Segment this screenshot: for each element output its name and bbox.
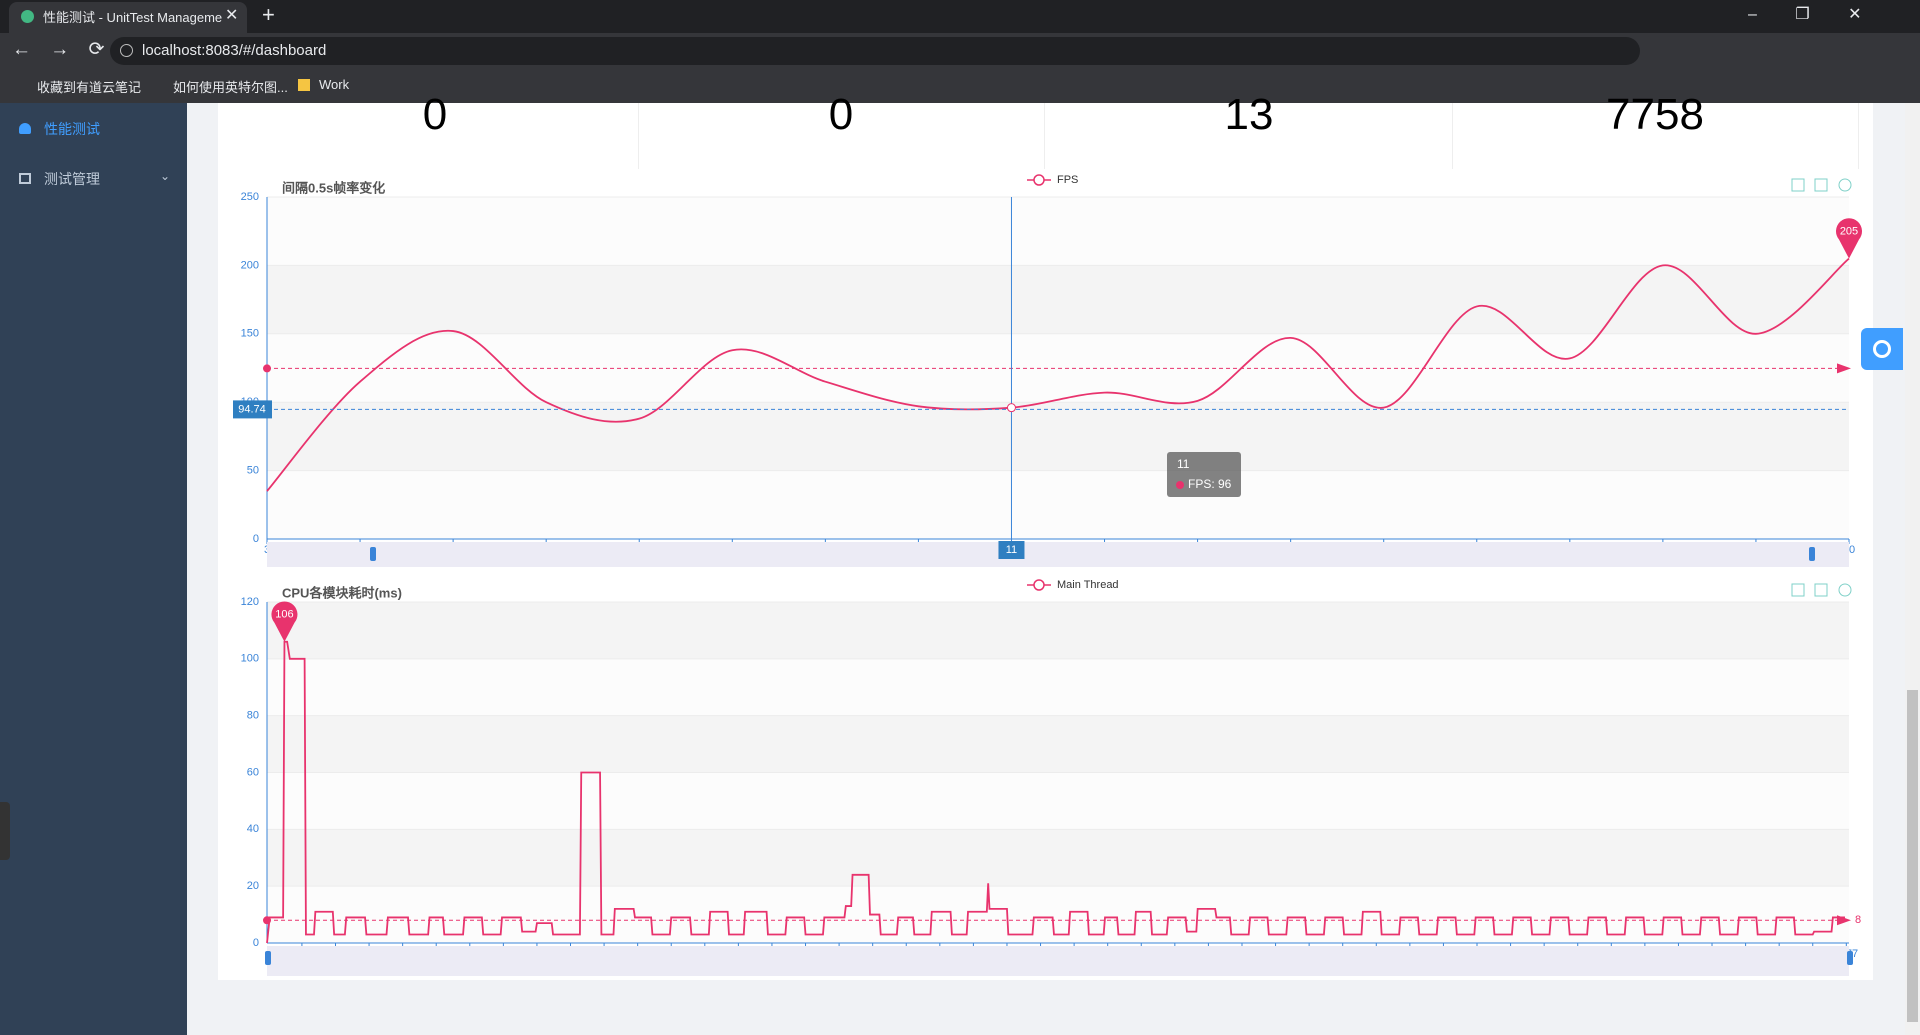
gear-icon bbox=[1873, 340, 1891, 358]
series-line bbox=[266, 257, 1850, 492]
zoom-slider bbox=[267, 946, 1849, 976]
stat-value: 7758 bbox=[1606, 90, 1704, 139]
toolbox-icon bbox=[1814, 583, 1828, 597]
split-area bbox=[267, 402, 1849, 471]
split-area bbox=[267, 886, 1849, 943]
y-tick-label: 20 bbox=[247, 880, 259, 892]
tab-close[interactable]: ✕ bbox=[225, 7, 239, 24]
zoom-handle bbox=[1847, 951, 1853, 965]
nav-buttons[interactable]: ← → ⟳ bbox=[12, 39, 105, 60]
y-tick-label: 200 bbox=[241, 259, 259, 271]
menu-item[interactable]: 测试管理 bbox=[44, 171, 100, 187]
split-area bbox=[267, 265, 1849, 334]
split-area bbox=[267, 197, 1849, 266]
chart-title: CPU各模块耗时(ms) bbox=[282, 585, 402, 600]
menu-icon bbox=[19, 173, 31, 184]
toolbox-icon bbox=[1814, 178, 1828, 192]
split-area bbox=[267, 470, 1849, 539]
submenu-arrow: ⌄ bbox=[160, 169, 171, 183]
toolbox-icon bbox=[1791, 178, 1805, 192]
y-tick-label: 0 bbox=[253, 937, 259, 949]
chart-title: 间隔0.5s帧率变化 bbox=[282, 180, 385, 195]
divider bbox=[1858, 103, 1859, 169]
axis-pointer-label: 94.74 bbox=[238, 403, 266, 415]
split-area bbox=[267, 772, 1849, 830]
average-start bbox=[263, 364, 271, 373]
menu-item[interactable]: 性能测试 bbox=[44, 121, 100, 137]
divider bbox=[1044, 103, 1045, 169]
tooltip-label: FPS: 96 bbox=[1188, 477, 1232, 491]
side-widget bbox=[0, 802, 10, 860]
bookmarks-bar: 收藏到有道云笔记 如何使用英特尔图... Work bbox=[0, 68, 1920, 103]
browser-tab[interactable]: 性能测试 - UnitTest Manageme bbox=[9, 2, 247, 33]
divider bbox=[1452, 103, 1453, 169]
series-line bbox=[266, 640, 1845, 944]
new-tab[interactable]: + bbox=[262, 2, 275, 27]
toolbox-icon bbox=[1838, 178, 1852, 192]
url-field[interactable]: localhost:8083/#/dashboard bbox=[110, 37, 1640, 65]
legend-label: Main Thread bbox=[1057, 579, 1119, 591]
max-pin bbox=[1835, 218, 1863, 259]
y-tick-label: 120 bbox=[241, 596, 259, 608]
y-tick-label: 60 bbox=[247, 766, 259, 778]
axis-pointer-label-bg bbox=[233, 400, 272, 419]
toolbox-icon bbox=[1838, 583, 1852, 597]
y-tick-label: 80 bbox=[247, 710, 259, 722]
settings-button[interactable] bbox=[1861, 328, 1903, 370]
legend-marker bbox=[1033, 579, 1045, 591]
divider bbox=[638, 103, 639, 169]
folder-icon bbox=[298, 79, 310, 91]
y-tick-label: 250 bbox=[241, 191, 259, 203]
split-area bbox=[267, 715, 1849, 773]
stat-value: 0 bbox=[828, 90, 854, 139]
y-tick-label: 40 bbox=[247, 823, 259, 835]
bookmark[interactable]: Work bbox=[319, 77, 350, 92]
average-label: 8 bbox=[1855, 914, 1861, 926]
y-tick-label: 50 bbox=[247, 465, 259, 477]
split-area bbox=[267, 829, 1849, 887]
max-pin-label: 205 bbox=[1840, 225, 1858, 237]
site-info-icon[interactable] bbox=[120, 44, 133, 57]
max-pin bbox=[271, 601, 298, 642]
hover-point bbox=[1006, 403, 1016, 413]
zoom-handle bbox=[265, 951, 271, 965]
legend-marker bbox=[1033, 174, 1045, 186]
toolbox-icon bbox=[1791, 583, 1805, 597]
y-tick-label: 100 bbox=[241, 653, 259, 665]
axis-pointer-label-bg bbox=[998, 541, 1025, 559]
zoom-handle bbox=[370, 547, 376, 561]
legend-label: FPS bbox=[1057, 174, 1078, 186]
sidebar: 性能测试 测试管理 ⌄ bbox=[0, 103, 187, 1035]
tooltip bbox=[1167, 452, 1241, 497]
average-arrow bbox=[1837, 363, 1851, 374]
y-tick-label: 150 bbox=[241, 328, 259, 340]
axis-pointer-label: 11 bbox=[1006, 544, 1017, 556]
tab-bar bbox=[0, 0, 1920, 33]
bookmark[interactable]: 如何使用英特尔图... bbox=[173, 80, 288, 95]
bookmark[interactable]: 收藏到有道云笔记 bbox=[37, 80, 142, 95]
tab-icon bbox=[21, 10, 34, 23]
menu-icon bbox=[19, 123, 31, 134]
tooltip-marker bbox=[1176, 481, 1184, 489]
split-area bbox=[267, 658, 1849, 716]
zoom-handle bbox=[1809, 547, 1815, 561]
scroll-thumb[interactable] bbox=[1907, 690, 1918, 1022]
tooltip-title: 11 bbox=[1177, 457, 1190, 471]
split-area bbox=[267, 602, 1849, 659]
zoom-slider bbox=[267, 542, 1849, 567]
stat-value: 0 bbox=[422, 90, 448, 139]
stat-value: 13 bbox=[1224, 90, 1274, 139]
y-tick-label: 0 bbox=[253, 533, 259, 545]
window-controls[interactable]: – ❐ ✕ bbox=[1748, 6, 1862, 23]
max-pin-label: 106 bbox=[275, 609, 293, 621]
